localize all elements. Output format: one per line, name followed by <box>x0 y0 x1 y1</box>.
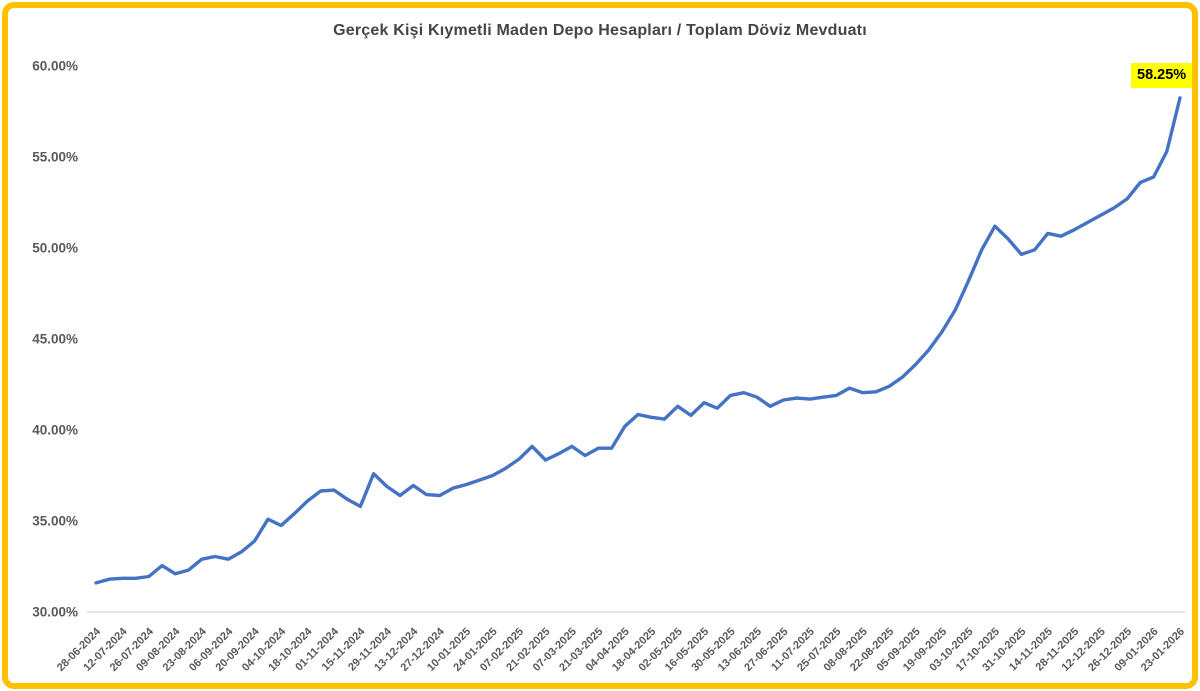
end-value-label: 58.25% <box>1131 63 1193 88</box>
y-axis-tick-label: 55.00% <box>32 150 78 165</box>
data-series-line <box>94 96 1182 585</box>
y-axis-tick-label: 35.00% <box>32 514 78 529</box>
y-axis-tick-label: 30.00% <box>32 605 78 620</box>
y-axis-tick-label: 40.00% <box>32 423 78 438</box>
y-axis-tick-label: 50.00% <box>32 241 78 256</box>
chart-title: Gerçek Kişi Kıymetli Maden Depo Hesaplar… <box>333 22 867 39</box>
y-axis-tick-labels: 30.00% 35.00% 40.00% 45.00% 50.00% 55.00% 60.0… <box>32 59 78 620</box>
y-axis-tick-label: 60.00% <box>32 59 78 74</box>
x-axis-tick-labels: 28-06-202412-07-202426-07-202409-08-2024… <box>55 625 1187 674</box>
y-axis-tick-label: 45.00% <box>32 332 78 347</box>
